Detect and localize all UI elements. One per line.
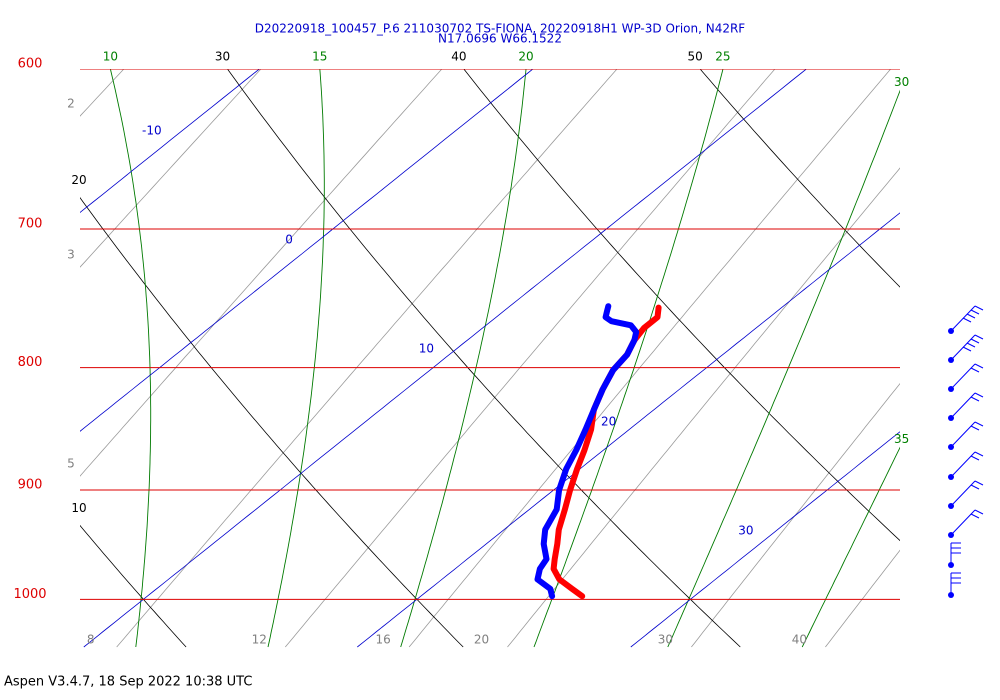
dry-adiabat	[463, 69, 900, 542]
pressure-label: 800	[18, 355, 43, 370]
moist-adiabat-label: 30	[894, 75, 909, 89]
moist-adiabat-label: 10	[103, 50, 118, 64]
moist-adiabat	[533, 69, 724, 648]
barb-feather	[970, 484, 980, 490]
isotherm-label: 30	[738, 524, 753, 538]
chart-subtitle: N17.0696 W66.1522	[438, 32, 562, 46]
dry-adiabat-label: 50	[688, 50, 703, 64]
mixing-ratio-line	[116, 69, 618, 648]
moist-adiabat-label: 25	[715, 50, 730, 64]
dry-adiabat-label: 40	[451, 50, 466, 64]
mixing-ratio-label: 12	[252, 633, 267, 647]
barb-feather	[974, 334, 984, 340]
dry-adiabat	[699, 69, 900, 288]
dry-adiabat-label: 10	[71, 501, 86, 515]
moist-adiabat	[801, 446, 900, 648]
wind-barbs	[948, 305, 984, 598]
moist-adiabat-label: 15	[312, 50, 327, 64]
mixing-ratio-line	[408, 69, 892, 648]
mixing-ratio-label: 8	[87, 633, 95, 647]
barb-feather	[970, 367, 980, 373]
barb-feather	[962, 346, 972, 352]
barb-feather	[970, 455, 980, 461]
moist-adiabat-label: 35	[894, 432, 909, 446]
dry-adiabat	[226, 69, 741, 648]
moist-adiabat	[267, 69, 325, 648]
pressure-label: 900	[18, 477, 43, 492]
mixing-ratio-line	[691, 382, 900, 648]
mixing-ratio-label: 5	[67, 457, 75, 471]
isotherm-label: 20	[601, 415, 616, 429]
mixing-ratio-line	[825, 549, 900, 648]
barb-feather	[974, 392, 984, 398]
isotherm	[83, 69, 808, 648]
dewpoint-profile	[534, 303, 640, 600]
barb-feather	[974, 363, 984, 369]
mixing-ratio-label: 20	[474, 633, 489, 647]
barb-feather	[970, 425, 980, 431]
dry-adiabat-label: 30	[215, 50, 230, 64]
footer: Aspen V3.4.7, 18 Sep 2022 10:38 UTC	[4, 675, 252, 690]
mixing-ratio-line	[80, 69, 443, 477]
barb-feather	[962, 317, 972, 323]
moist-adiabat	[667, 89, 900, 648]
isotherm	[80, 69, 261, 213]
dry-adiabat	[80, 197, 464, 648]
moist-adiabat	[109, 69, 152, 648]
mixing-ratio-label: 40	[792, 633, 807, 647]
barb-feather	[974, 451, 984, 457]
barb-feather	[966, 342, 976, 348]
moist-adiabat-label: 20	[518, 50, 533, 64]
pressure-label: 700	[18, 217, 43, 232]
dry-adiabat	[80, 524, 187, 648]
mixing-ratio-label: 30	[658, 633, 673, 647]
isotherm	[80, 69, 534, 432]
mixing-ratio-label: 2	[67, 97, 75, 111]
isotherm	[357, 212, 900, 648]
isotherm-label: 0	[285, 233, 293, 247]
barb-feather	[974, 480, 984, 486]
pressure-label: 600	[18, 57, 43, 72]
mixing-ratio-line	[80, 69, 262, 268]
isotherm	[630, 431, 900, 648]
barb-feather	[970, 338, 980, 344]
moist-adiabat	[400, 69, 527, 648]
isotherm-label: -10	[142, 124, 162, 138]
barb-feather	[974, 305, 984, 311]
mixing-ratio-line	[284, 69, 776, 648]
dry-adiabat-label: 20	[71, 173, 86, 187]
mixing-ratio-label: 3	[67, 248, 75, 262]
isotherm-label: 10	[419, 342, 434, 356]
barb-feather	[970, 309, 980, 315]
plot-area	[80, 69, 900, 648]
barb-feather	[966, 313, 976, 319]
pressure-label: 1000	[13, 587, 46, 602]
mixing-ratio-line	[80, 69, 125, 117]
chart-title: D20220918_100457_P.6 211030702 TS-FIONA,…	[255, 22, 746, 36]
mixing-ratio-label: 16	[375, 633, 390, 647]
mixing-ratio-line	[507, 167, 900, 648]
barb-feather	[970, 513, 980, 519]
barb-feather	[974, 509, 984, 515]
barb-feather	[970, 396, 980, 402]
barb-feather	[974, 421, 984, 427]
